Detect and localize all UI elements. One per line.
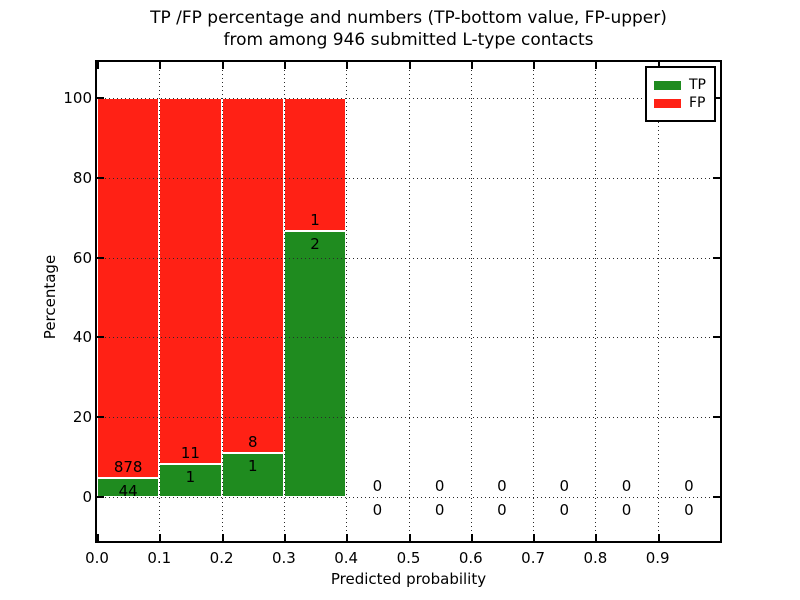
x-tick-mark bbox=[408, 62, 411, 69]
v-gridline bbox=[595, 62, 597, 541]
x-tick-label: 0.4 bbox=[334, 549, 359, 567]
y-tick-mark bbox=[97, 336, 104, 339]
y-tick-mark bbox=[97, 416, 104, 419]
x-tick-label: 0.3 bbox=[271, 549, 296, 567]
fp-count-label: 0 bbox=[372, 477, 383, 496]
fp-count-label: 0 bbox=[497, 477, 507, 496]
x-tick-mark bbox=[657, 534, 660, 541]
x-axis-label: Predicted probability bbox=[330, 570, 487, 588]
fp-count-label: 1 bbox=[310, 210, 320, 229]
legend-entry-tp: TP bbox=[654, 77, 707, 93]
tp-bar-segment bbox=[97, 478, 160, 498]
x-tick-mark bbox=[221, 534, 224, 541]
x-tick-mark bbox=[283, 534, 286, 541]
y-tick-mark bbox=[97, 256, 104, 259]
fp-count-label: 8 bbox=[247, 432, 258, 451]
fp-count-label: 878 bbox=[113, 458, 143, 477]
tp-count-label: 0 bbox=[684, 501, 694, 520]
y-tick-mark bbox=[713, 336, 720, 339]
x-tick-label: 0.0 bbox=[85, 549, 109, 567]
chart-title: TP /FP percentage and numbers (TP-bottom… bbox=[97, 7, 720, 51]
fp-count-label: 11 bbox=[180, 443, 200, 462]
tp-color-swatch bbox=[654, 80, 681, 90]
tp-count-label: 0 bbox=[497, 501, 507, 520]
legend: TP FP bbox=[645, 66, 716, 122]
x-tick-mark bbox=[533, 62, 536, 69]
x-tick-mark bbox=[283, 62, 286, 69]
y-tick-label: 80 bbox=[72, 168, 92, 187]
tp-bar-segment bbox=[221, 452, 284, 498]
x-tick-mark bbox=[408, 534, 411, 541]
plot-area: 878 44 11 1 8 1 1 2 0 0 0 0 0 0 0 0 0 0 0 0 bbox=[97, 62, 720, 541]
x-tick-label: 0.7 bbox=[521, 549, 546, 567]
y-tick-label: 0 bbox=[82, 488, 92, 507]
v-gridline bbox=[159, 62, 161, 541]
fp-color-swatch bbox=[654, 98, 681, 108]
y-tick-mark bbox=[97, 496, 104, 499]
v-gridline bbox=[283, 62, 285, 541]
y-tick-mark bbox=[713, 176, 720, 179]
x-tick-label: 0.2 bbox=[209, 549, 234, 567]
tp-count-label: 44 bbox=[118, 482, 138, 501]
v-gridline bbox=[470, 62, 472, 541]
tp-count-label: 0 bbox=[434, 501, 445, 520]
fp-count-label: 0 bbox=[559, 477, 570, 496]
y-tick-mark bbox=[713, 416, 720, 419]
fp-bar-segment bbox=[283, 97, 347, 231]
tp-count-label: 0 bbox=[559, 501, 570, 520]
y-tick-mark bbox=[713, 496, 720, 499]
x-tick-label: 0.8 bbox=[583, 549, 608, 567]
chart-title-line1: TP /FP percentage and numbers (TP-bottom… bbox=[150, 8, 667, 28]
x-tick-mark bbox=[97, 62, 99, 69]
x-tick-mark bbox=[595, 534, 598, 541]
x-tick-label: 0.5 bbox=[396, 549, 421, 567]
v-gridline bbox=[346, 62, 348, 541]
tp-count-label: 0 bbox=[621, 501, 632, 520]
tp-bar-segment bbox=[159, 463, 222, 498]
y-axis-label: Percentage bbox=[41, 254, 59, 340]
v-gridline bbox=[533, 62, 535, 541]
y-tick-mark bbox=[97, 176, 104, 179]
x-tick-mark bbox=[346, 534, 349, 541]
v-gridline bbox=[221, 62, 223, 541]
x-tick-label: 0.1 bbox=[147, 549, 172, 567]
y-tick-mark bbox=[713, 96, 720, 99]
fp-count-label: 0 bbox=[621, 477, 632, 496]
legend-label-fp: FP bbox=[689, 95, 706, 111]
y-tick-label: 20 bbox=[72, 408, 92, 427]
x-tick-mark bbox=[470, 62, 473, 69]
x-tick-mark bbox=[533, 534, 536, 541]
fp-count-label: 0 bbox=[434, 477, 445, 496]
x-tick-mark bbox=[221, 62, 224, 69]
x-tick-mark bbox=[470, 534, 473, 541]
legend-label-tp: TP bbox=[689, 77, 706, 93]
tp-count-label: 2 bbox=[310, 234, 320, 253]
x-tick-mark bbox=[97, 534, 99, 541]
fp-bar-segment bbox=[159, 97, 222, 464]
tp-count-label: 0 bbox=[372, 501, 383, 520]
x-tick-mark bbox=[346, 62, 349, 69]
x-tick-label: 0.6 bbox=[458, 549, 483, 567]
legend-entry-fp: FP bbox=[654, 95, 707, 111]
x-tick-mark bbox=[657, 62, 660, 69]
y-tick-label: 100 bbox=[63, 88, 92, 107]
x-tick-mark bbox=[595, 62, 598, 69]
y-tick-label: 60 bbox=[72, 248, 92, 267]
chart-title-line2: from among 946 submitted L-type contacts bbox=[223, 30, 594, 50]
x-tick-label: 0.9 bbox=[645, 549, 670, 567]
y-tick-mark bbox=[97, 96, 104, 99]
tp-count-label: 1 bbox=[247, 456, 258, 475]
v-gridline bbox=[657, 62, 659, 541]
y-tick-mark bbox=[713, 256, 720, 259]
fp-bar-segment bbox=[97, 97, 160, 479]
x-tick-mark bbox=[159, 534, 162, 541]
fp-bar-segment bbox=[221, 97, 284, 453]
y-tick-label: 40 bbox=[72, 328, 92, 347]
x-tick-mark bbox=[159, 62, 162, 69]
tp-bar-segment bbox=[283, 230, 347, 498]
v-gridline bbox=[408, 62, 410, 541]
tp-count-label: 1 bbox=[185, 467, 196, 486]
fp-count-label: 0 bbox=[684, 477, 694, 496]
